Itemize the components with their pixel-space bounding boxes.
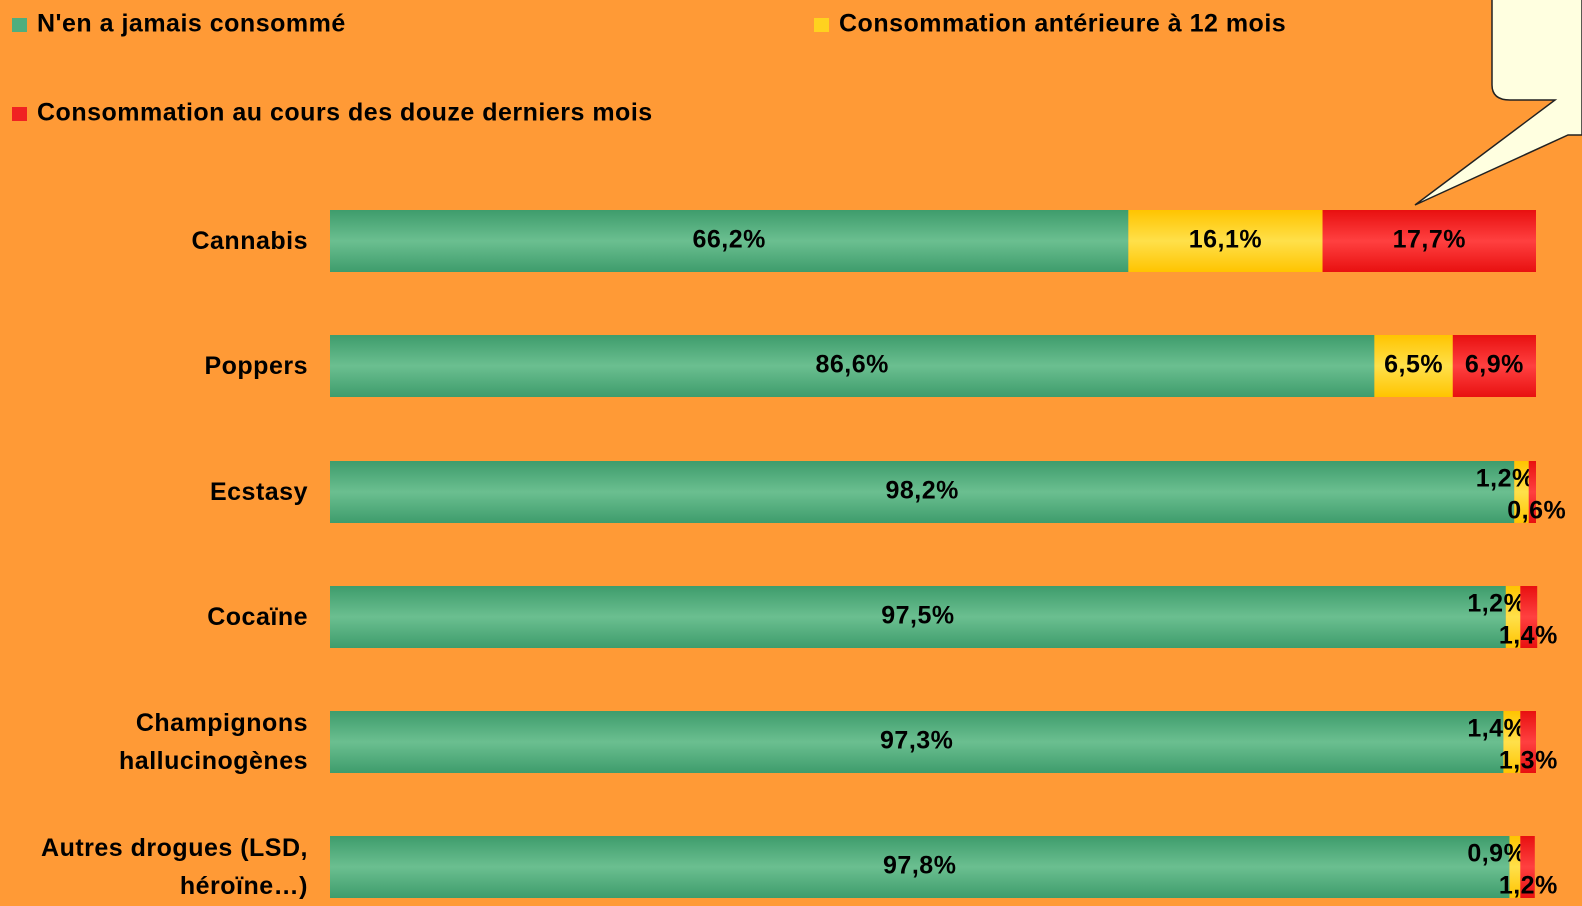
data-label: 17,7% xyxy=(1393,226,1466,254)
category-label: Poppers xyxy=(204,352,308,380)
bar-segment xyxy=(330,586,1506,648)
data-label: 0,6% xyxy=(1507,497,1566,525)
legend-swatch xyxy=(814,18,829,32)
callout xyxy=(1414,0,1582,206)
bar-segment xyxy=(1128,210,1323,272)
data-label: 1,2% xyxy=(1499,872,1558,900)
category-label: Champignons hallucinogènes xyxy=(119,709,308,775)
data-label: 6,5% xyxy=(1384,351,1443,379)
bar-segment xyxy=(330,210,1129,272)
legend-swatch xyxy=(12,107,27,121)
data-label: 66,2% xyxy=(692,226,765,254)
data-label: 16,1% xyxy=(1189,226,1262,254)
data-label: 1,4% xyxy=(1467,715,1526,743)
bar-segment xyxy=(1514,461,1529,523)
data-label: 1,2% xyxy=(1467,590,1526,618)
data-label: 6,9% xyxy=(1465,351,1524,379)
data-label: 1,2% xyxy=(1476,465,1535,493)
bar-segment xyxy=(1528,461,1536,523)
bar-segment xyxy=(1505,586,1521,648)
data-label: 1,4% xyxy=(1499,622,1558,650)
bar-segment xyxy=(1503,711,1521,773)
category-label: Cocaïne xyxy=(207,603,308,631)
bar-segment xyxy=(1452,335,1536,397)
data-label: 97,8% xyxy=(883,852,956,880)
category-label: Cannabis xyxy=(191,227,308,255)
legend-label: Consommation antérieure à 12 mois xyxy=(839,10,1286,38)
bar-segment xyxy=(1520,586,1538,648)
bar-segment xyxy=(1509,836,1521,898)
data-label: 97,5% xyxy=(881,602,954,630)
legend-swatch xyxy=(12,18,27,32)
data-label: 86,6% xyxy=(816,351,889,379)
legend-label: Consommation au cours des douze derniers… xyxy=(37,99,653,127)
category-label: Autres drogues (LSD, héroïne…) xyxy=(41,834,308,900)
bar-segment xyxy=(330,335,1375,397)
data-label: 97,3% xyxy=(880,727,953,755)
bar-segment xyxy=(1322,210,1536,272)
bar-segment xyxy=(1520,711,1536,773)
bar-segment xyxy=(1520,836,1535,898)
legend-label: N'en a jamais consommé xyxy=(37,10,346,38)
data-label: 1,3% xyxy=(1499,747,1558,775)
bar-segment xyxy=(330,711,1504,773)
bar-segment xyxy=(1374,335,1453,397)
bar-segment xyxy=(330,836,1510,898)
bar-segment xyxy=(330,461,1515,523)
category-label: Ecstasy xyxy=(209,478,308,506)
data-label: 98,2% xyxy=(885,477,958,505)
data-label: 0,9% xyxy=(1467,840,1526,868)
